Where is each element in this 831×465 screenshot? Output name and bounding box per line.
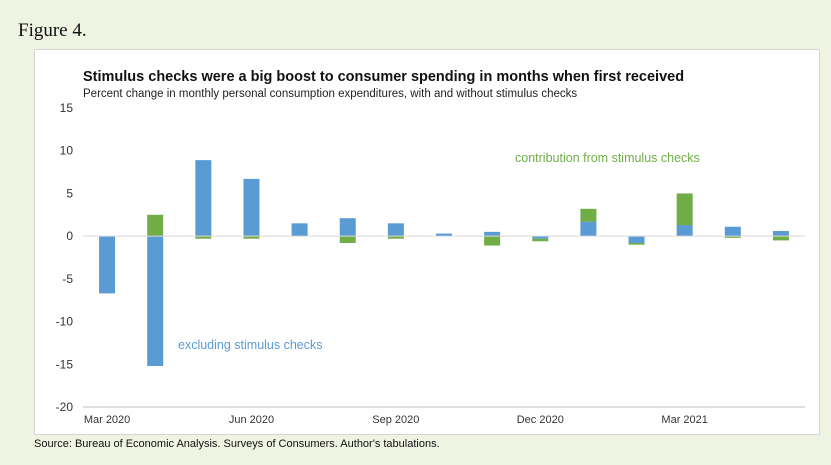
figure-label: Figure 4. bbox=[18, 20, 87, 41]
chart-container: Stimulus checks were a big boost to cons… bbox=[34, 49, 820, 435]
bar-contribution bbox=[772, 236, 789, 241]
bar-excluding bbox=[580, 221, 597, 237]
x-tick-label: Sep 2020 bbox=[372, 414, 419, 426]
bar-excluding bbox=[99, 236, 116, 294]
bar-excluding bbox=[195, 160, 212, 237]
y-tick-label: -10 bbox=[56, 315, 74, 329]
y-tick-label: -15 bbox=[56, 357, 74, 371]
y-tick-label: -20 bbox=[56, 400, 74, 414]
bar-contribution bbox=[339, 236, 356, 243]
bar-contribution bbox=[580, 208, 597, 222]
x-tick-label: Jun 2020 bbox=[229, 414, 274, 426]
annotation-contribution: contribution from stimulus checks bbox=[515, 151, 700, 165]
bar-excluding bbox=[436, 233, 452, 237]
bar-excluding bbox=[147, 236, 164, 366]
bar-excluding bbox=[339, 218, 356, 237]
bar-contribution bbox=[676, 193, 693, 226]
annotation-excluding: excluding stimulus checks bbox=[178, 338, 323, 352]
chart-subtitle: Percent change in monthly personal consu… bbox=[83, 88, 578, 100]
bar-contribution bbox=[484, 236, 501, 246]
bar-contribution bbox=[195, 236, 212, 239]
chart-plot-area: 15 10 5 0 -5 -10 -15 -20 Mar 2020 Jun 2020 Sep 202… bbox=[56, 101, 805, 426]
bar-contribution bbox=[628, 242, 645, 245]
source-note: Source: Bureau of Economic Analysis. Sur… bbox=[34, 438, 440, 450]
bar-contribution bbox=[243, 236, 260, 239]
y-tick-label: 5 bbox=[66, 186, 73, 200]
chart-title: Stimulus checks were a big boost to cons… bbox=[83, 69, 685, 85]
x-tick-label: Dec 2020 bbox=[517, 414, 564, 426]
bar-excluding bbox=[532, 236, 549, 239]
y-tick-label: 15 bbox=[60, 101, 74, 115]
y-tick-label: 10 bbox=[60, 144, 74, 158]
bar-excluding bbox=[484, 231, 501, 237]
bar-contribution bbox=[147, 214, 164, 237]
bar-excluding bbox=[387, 223, 404, 237]
bar-contribution bbox=[532, 238, 549, 242]
bar-contribution bbox=[724, 236, 741, 238]
bar-excluding bbox=[628, 236, 645, 243]
y-tick-label: -5 bbox=[62, 272, 73, 286]
x-tick-label: Mar 2021 bbox=[661, 414, 707, 426]
bar-excluding bbox=[724, 226, 741, 237]
x-tick-label: Mar 2020 bbox=[84, 414, 130, 426]
bar-excluding bbox=[291, 223, 308, 237]
bar-excluding bbox=[772, 231, 789, 237]
bar-excluding bbox=[676, 225, 693, 237]
bar-contribution bbox=[387, 236, 404, 239]
y-tick-label: 0 bbox=[66, 229, 73, 243]
bar-excluding bbox=[243, 178, 260, 237]
